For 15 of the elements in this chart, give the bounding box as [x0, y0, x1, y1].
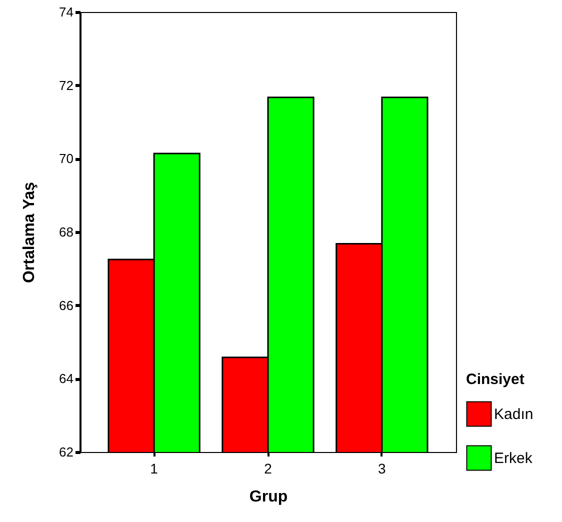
y-tick-label: 62 — [59, 444, 74, 460]
legend-label: Erkek — [494, 450, 533, 467]
y-tick-label: 64 — [59, 371, 74, 386]
y-tick-label: 72 — [59, 78, 74, 93]
x-tick-label: 2 — [264, 460, 272, 476]
y-axis-title: Ortalama Yaş — [21, 182, 38, 284]
y-tick-label: 70 — [59, 151, 74, 166]
y-tick-label: 68 — [59, 224, 74, 240]
y-tick-label: 66 — [59, 298, 74, 313]
legend-label: Kadın — [494, 406, 534, 423]
x-axis-title: Grup — [249, 488, 288, 506]
x-tick-label: 3 — [378, 460, 386, 476]
y-tick-label: 74 — [59, 4, 74, 20]
x-tick-label: 1 — [150, 460, 158, 476]
legend-title: Cinsiyet — [466, 371, 524, 388]
